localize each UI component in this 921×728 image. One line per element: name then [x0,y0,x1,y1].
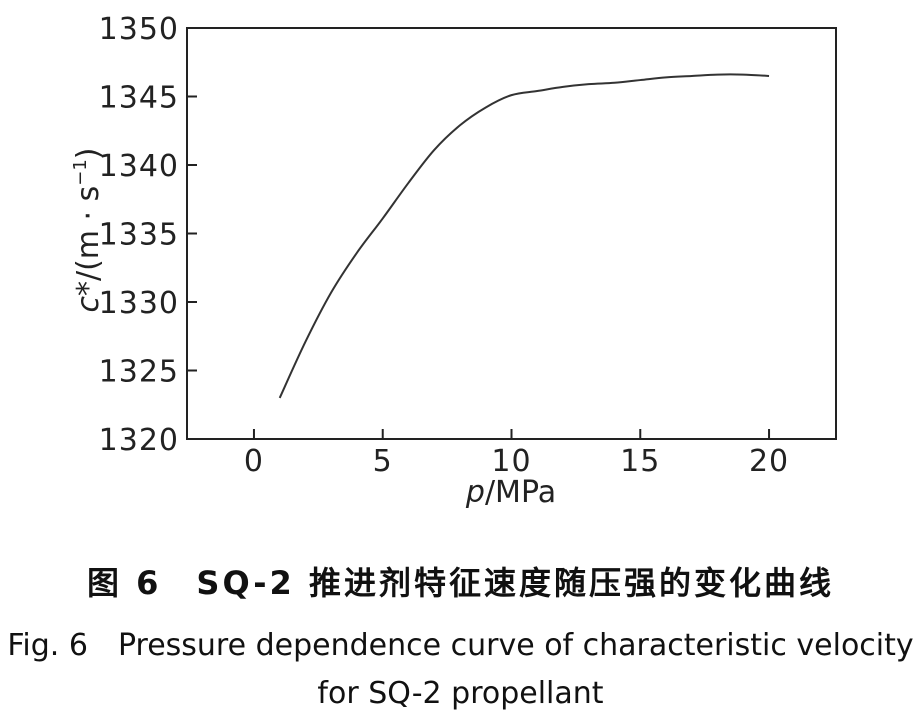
y-tick-label: 1320 [99,423,179,458]
y-axis-ticks: 1320 1325 1330 1335 1340 1345 1350 [99,12,197,458]
x-tick-label: 0 [244,444,264,479]
y-axis-label: c*/(m · s−1) [70,147,106,312]
x-tick-label: 10 [491,444,531,479]
y-tick-label: 1330 [99,286,179,321]
x-tick-label: 20 [749,444,789,479]
plot-frame [186,27,837,440]
x-axis-label: p/MPa [465,475,556,510]
y-tick-label: 1325 [99,355,179,390]
y-tick-label: 1340 [99,149,179,184]
x-axis-ticks: 0 5 10 15 20 [244,429,789,479]
y-tick-label: 1350 [99,12,179,47]
chart: 0 5 10 15 20 1320 1325 1330 1335 1340 1345 1350 p/… [70,12,837,510]
y-tick-label: 1335 [99,218,179,253]
x-tick-label: 5 [373,444,393,479]
series-line [278,73,770,399]
figure-caption-english-line1: Fig. 6 Pressure dependence curve of char… [7,628,914,663]
y-tick-label: 1345 [99,81,179,116]
figure-caption-chinese: 图 6 SQ-2 推进剂特征速度随压强的变化曲线 [87,564,834,602]
figure-caption-english-line2: for SQ-2 propellant [317,676,604,711]
x-tick-label: 15 [620,444,660,479]
